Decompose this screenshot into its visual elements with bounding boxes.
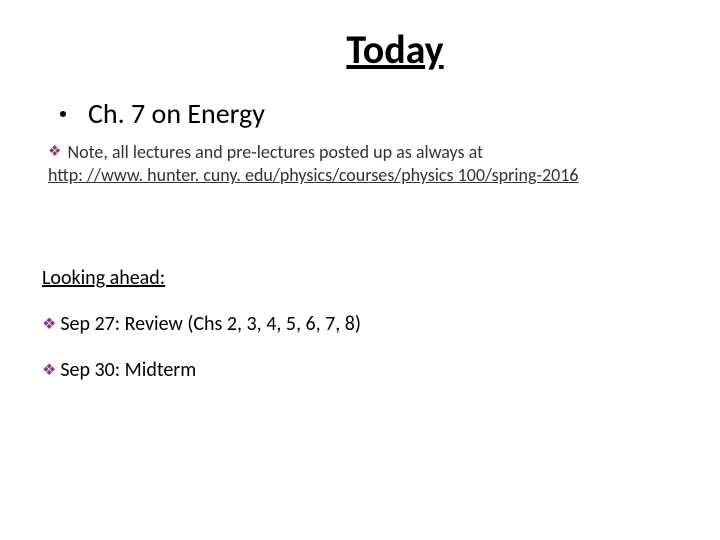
- main-bullet-text: Ch. 7 on Energy: [88, 96, 265, 131]
- ahead-item: ❖ Sep 30: Midterm: [42, 358, 680, 382]
- diamond-icon: ❖: [42, 314, 56, 334]
- slide-title: Today: [110, 25, 680, 74]
- note-text: Note, all lectures and pre-lectures post…: [67, 141, 483, 164]
- course-link[interactable]: http: //www. hunter. cuny. edu/physics/c…: [48, 164, 680, 186]
- diamond-icon: ❖: [48, 141, 61, 164]
- bullet-dot-icon: [60, 111, 66, 117]
- main-bullet-row: Ch. 7 on Energy: [60, 96, 680, 131]
- ahead-item: ❖ Sep 27: Review (Chs 2, 3, 4, 5, 6, 7, …: [42, 312, 680, 336]
- looking-ahead-label: Looking ahead:: [42, 266, 680, 290]
- ahead-item-text: Sep 27: Review (Chs 2, 3, 4, 5, 6, 7, 8): [60, 312, 361, 336]
- diamond-icon: ❖: [42, 360, 56, 380]
- ahead-item-text: Sep 30: Midterm: [60, 358, 196, 382]
- note-row: ❖ Note, all lectures and pre-lectures po…: [48, 141, 680, 164]
- slide-container: Today Ch. 7 on Energy ❖ Note, all lectur…: [0, 0, 720, 540]
